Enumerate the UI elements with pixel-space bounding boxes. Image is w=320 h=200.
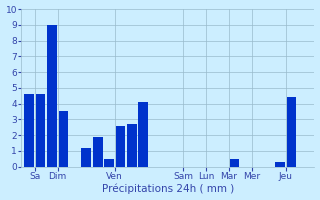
Bar: [104, 159, 114, 167]
X-axis label: Précipitations 24h ( mm ): Précipitations 24h ( mm ): [102, 184, 234, 194]
Bar: [59, 111, 68, 167]
Bar: [230, 159, 239, 167]
Bar: [47, 25, 57, 167]
Bar: [276, 162, 285, 167]
Bar: [24, 94, 34, 167]
Bar: [36, 94, 45, 167]
Bar: [287, 97, 296, 167]
Bar: [93, 137, 102, 167]
Bar: [116, 126, 125, 167]
Bar: [127, 124, 137, 167]
Bar: [81, 148, 91, 167]
Bar: [139, 102, 148, 167]
